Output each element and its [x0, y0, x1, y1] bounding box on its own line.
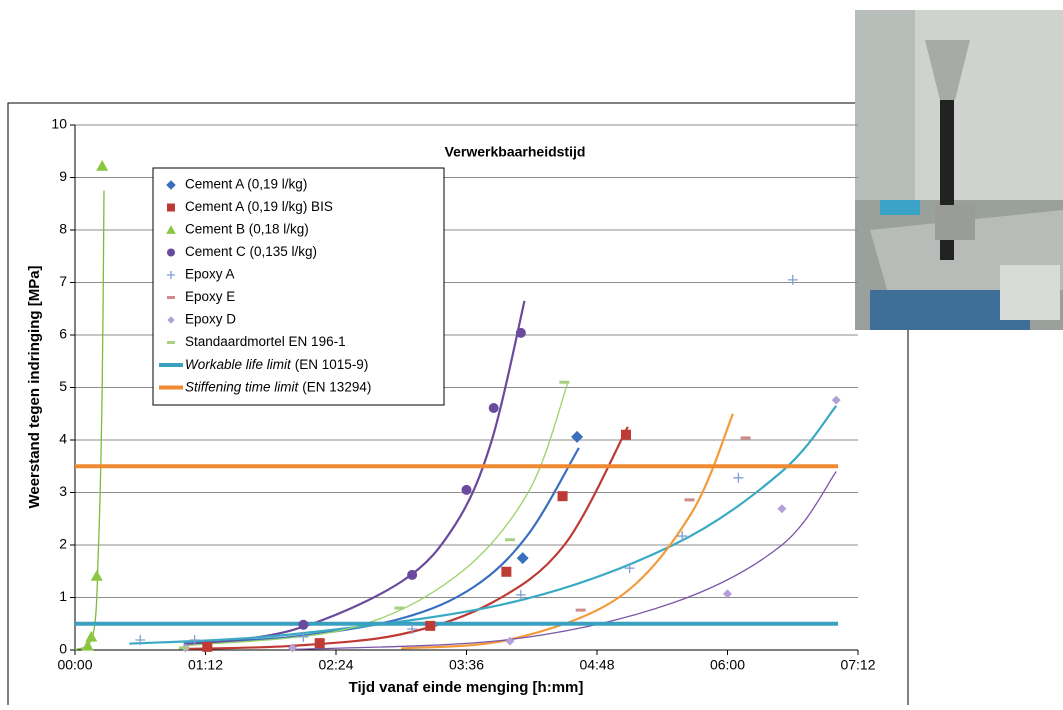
point	[515, 589, 526, 600]
x-tick-label: 01:12	[188, 657, 223, 673]
point	[85, 630, 98, 642]
y-tick-label: 1	[59, 588, 67, 604]
legend-label-norm: (EN 13294)	[302, 379, 371, 394]
trend-line	[401, 413, 734, 650]
legend-marker	[166, 180, 176, 190]
y-tick-label: 6	[59, 326, 67, 342]
y-tick-label: 9	[59, 168, 67, 184]
legend-marker	[167, 271, 175, 279]
point	[488, 402, 499, 413]
legend-marker	[167, 316, 175, 324]
point	[288, 643, 297, 653]
legend-label: Epoxy E	[185, 289, 235, 304]
point	[505, 538, 515, 542]
point	[516, 552, 529, 565]
point	[777, 504, 787, 514]
x-tick-label: 04:48	[579, 657, 614, 673]
point	[298, 631, 309, 642]
point	[505, 636, 515, 646]
legend-marker	[166, 225, 176, 234]
trend-line	[74, 190, 105, 651]
trend-line	[183, 426, 629, 651]
point	[407, 624, 418, 634]
legend-label-italic: Workable life limit	[185, 357, 292, 372]
legend-marker	[167, 248, 175, 257]
point	[425, 620, 436, 631]
legend-label: Stiffening time limit (EN 13294)	[185, 379, 371, 394]
point	[461, 484, 472, 495]
x-tick-label: 07:12	[840, 657, 875, 673]
y-tick-label: 10	[51, 116, 67, 132]
x-tick-label: 03:36	[449, 657, 484, 673]
legend-label: Epoxy A	[185, 267, 235, 282]
point	[740, 436, 751, 440]
point	[621, 429, 631, 440]
trend-line	[183, 300, 526, 646]
point	[677, 531, 688, 542]
point	[501, 566, 512, 577]
point	[684, 498, 695, 502]
point	[575, 608, 586, 612]
legend-box	[152, 167, 445, 406]
point	[202, 641, 213, 652]
chart-title: Verwerkbaarheidstijd	[445, 144, 586, 160]
legend-label: Epoxy D	[185, 312, 236, 327]
point	[407, 569, 418, 580]
point	[571, 430, 584, 443]
point	[189, 635, 200, 646]
legend-label-italic: Stiffening time limit	[185, 379, 300, 394]
photo	[855, 10, 1063, 330]
y-tick-label: 3	[59, 483, 67, 499]
point	[831, 395, 841, 405]
trend-line	[292, 471, 837, 651]
x-tick-label: 00:00	[57, 657, 92, 673]
legend-label: Workable life limit (EN 1015-9)	[185, 357, 368, 372]
x-axis-label: Tijd vanaf einde menging [h:mm]	[349, 679, 584, 696]
point	[515, 327, 526, 338]
point	[394, 606, 405, 610]
point	[314, 638, 325, 649]
point	[178, 646, 189, 650]
y-tick-label: 0	[59, 641, 67, 657]
legend-label: Cement C (0,135 l/kg)	[185, 244, 317, 259]
y-tick-label: 4	[59, 431, 67, 447]
trend-line	[183, 382, 569, 647]
point	[298, 619, 309, 630]
point	[559, 380, 570, 384]
trend-line	[183, 447, 580, 645]
legend-label-norm: (EN 1015-9)	[295, 357, 369, 372]
point	[787, 274, 798, 285]
trend-line	[129, 405, 838, 645]
point	[557, 491, 568, 502]
legend-label: Standaardmortel EN 196-1	[185, 334, 346, 349]
point	[90, 569, 103, 581]
y-axis-label: Weerstand tegen indringing [MPa]	[26, 265, 43, 508]
legend-marker	[167, 296, 175, 299]
y-tick-label: 8	[59, 221, 67, 237]
chart-frame	[7, 102, 909, 705]
y-tick-label: 7	[59, 273, 67, 289]
x-tick-label: 06:00	[710, 657, 745, 673]
y-tick-label: 5	[59, 378, 67, 394]
point	[723, 589, 732, 599]
point	[81, 639, 94, 651]
point	[96, 159, 109, 171]
point	[624, 563, 635, 574]
legend-label: Cement B (0,18 l/kg)	[185, 222, 309, 237]
legend-marker	[167, 341, 175, 344]
point	[733, 472, 744, 483]
legend-label: Cement A (0,19 l/kg) BIS	[185, 199, 333, 214]
legend-marker	[167, 203, 175, 212]
x-tick-label: 02:24	[318, 657, 353, 673]
y-tick-label: 2	[59, 536, 67, 552]
legend-label: Cement A (0,19 l/kg)	[185, 177, 307, 192]
point	[135, 635, 146, 646]
